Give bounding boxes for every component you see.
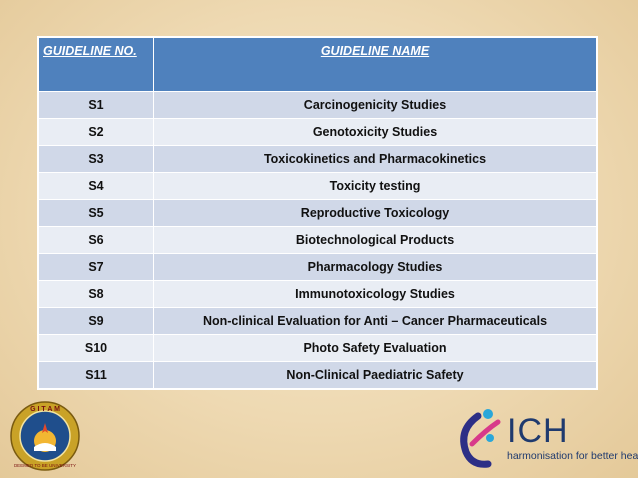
table-row: S11 Non-Clinical Paediatric Safety: [38, 361, 597, 389]
guideline-name-cell: Toxicokinetics and Pharmacokinetics: [153, 145, 597, 173]
table-row: S6 Biotechnological Products: [38, 226, 597, 254]
guideline-no-cell: S7: [38, 253, 154, 281]
svg-text:G I T A M: G I T A M: [30, 406, 60, 413]
guideline-name-cell: Genotoxicity Studies: [153, 118, 597, 146]
ich-figure-icon: [460, 409, 501, 468]
table-row: S8 Immunotoxicology Studies: [38, 280, 597, 308]
gitam-logo: G I T A M DEEMED TO BE UNIVERSITY: [10, 401, 80, 471]
guideline-no-cell: S3: [38, 145, 154, 173]
guideline-table: GUIDELINE NO. GUIDELINE NAME S1 Carcinoge…: [38, 37, 597, 389]
guideline-no-cell: S8: [38, 280, 154, 308]
guideline-name-cell: Biotechnological Products: [153, 226, 597, 254]
guideline-no-cell: S1: [38, 91, 154, 119]
ich-logo-tagline: harmonisation for better health: [507, 450, 638, 462]
guideline-name-cell: Carcinogenicity Studies: [153, 91, 597, 119]
guideline-name-cell: Toxicity testing: [153, 172, 597, 200]
svg-text:DEEMED TO BE UNIVERSITY: DEEMED TO BE UNIVERSITY: [14, 463, 76, 468]
guideline-no-cell: S5: [38, 199, 154, 227]
table-row: S3 Toxicokinetics and Pharmacokinetics: [38, 145, 597, 173]
table-row: S4 Toxicity testing: [38, 172, 597, 200]
table-row: S2 Genotoxicity Studies: [38, 118, 597, 146]
header-guideline-name: GUIDELINE NAME: [153, 37, 597, 92]
guideline-name-cell: Pharmacology Studies: [153, 253, 597, 281]
table-row: S9 Non-clinical Evaluation for Anti – Can…: [38, 307, 597, 335]
guideline-no-cell: S11: [38, 361, 154, 389]
table-row: S1 Carcinogenicity Studies: [38, 91, 597, 119]
guideline-table-container: GUIDELINE NO. GUIDELINE NAME S1 Carcinoge…: [37, 36, 598, 390]
ich-logo: ICH harmonisation for better health: [452, 408, 638, 474]
guideline-no-cell: S2: [38, 118, 154, 146]
guideline-name-cell: Photo Safety Evaluation: [153, 334, 597, 362]
ich-logo-name: ICH: [507, 412, 569, 450]
guideline-name-cell: Non-Clinical Paediatric Safety: [153, 361, 597, 389]
guideline-no-cell: S6: [38, 226, 154, 254]
guideline-name-cell: Reproductive Toxicology: [153, 199, 597, 227]
table-row: S10 Photo Safety Evaluation: [38, 334, 597, 362]
table-row: S5 Reproductive Toxicology: [38, 199, 597, 227]
guideline-name-cell: Immunotoxicology Studies: [153, 280, 597, 308]
table-row: S7 Pharmacology Studies: [38, 253, 597, 281]
guideline-no-cell: S10: [38, 334, 154, 362]
guideline-no-cell: S4: [38, 172, 154, 200]
guideline-no-cell: S9: [38, 307, 154, 335]
header-guideline-no: GUIDELINE NO.: [38, 37, 154, 92]
table-header-row: GUIDELINE NO. GUIDELINE NAME: [38, 37, 597, 92]
guideline-name-cell: Non-clinical Evaluation for Anti – Cance…: [153, 307, 597, 335]
